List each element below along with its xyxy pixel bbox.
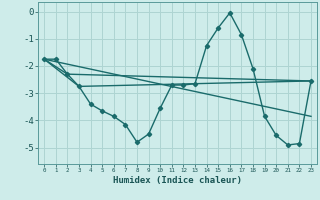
X-axis label: Humidex (Indice chaleur): Humidex (Indice chaleur) [113,176,242,185]
